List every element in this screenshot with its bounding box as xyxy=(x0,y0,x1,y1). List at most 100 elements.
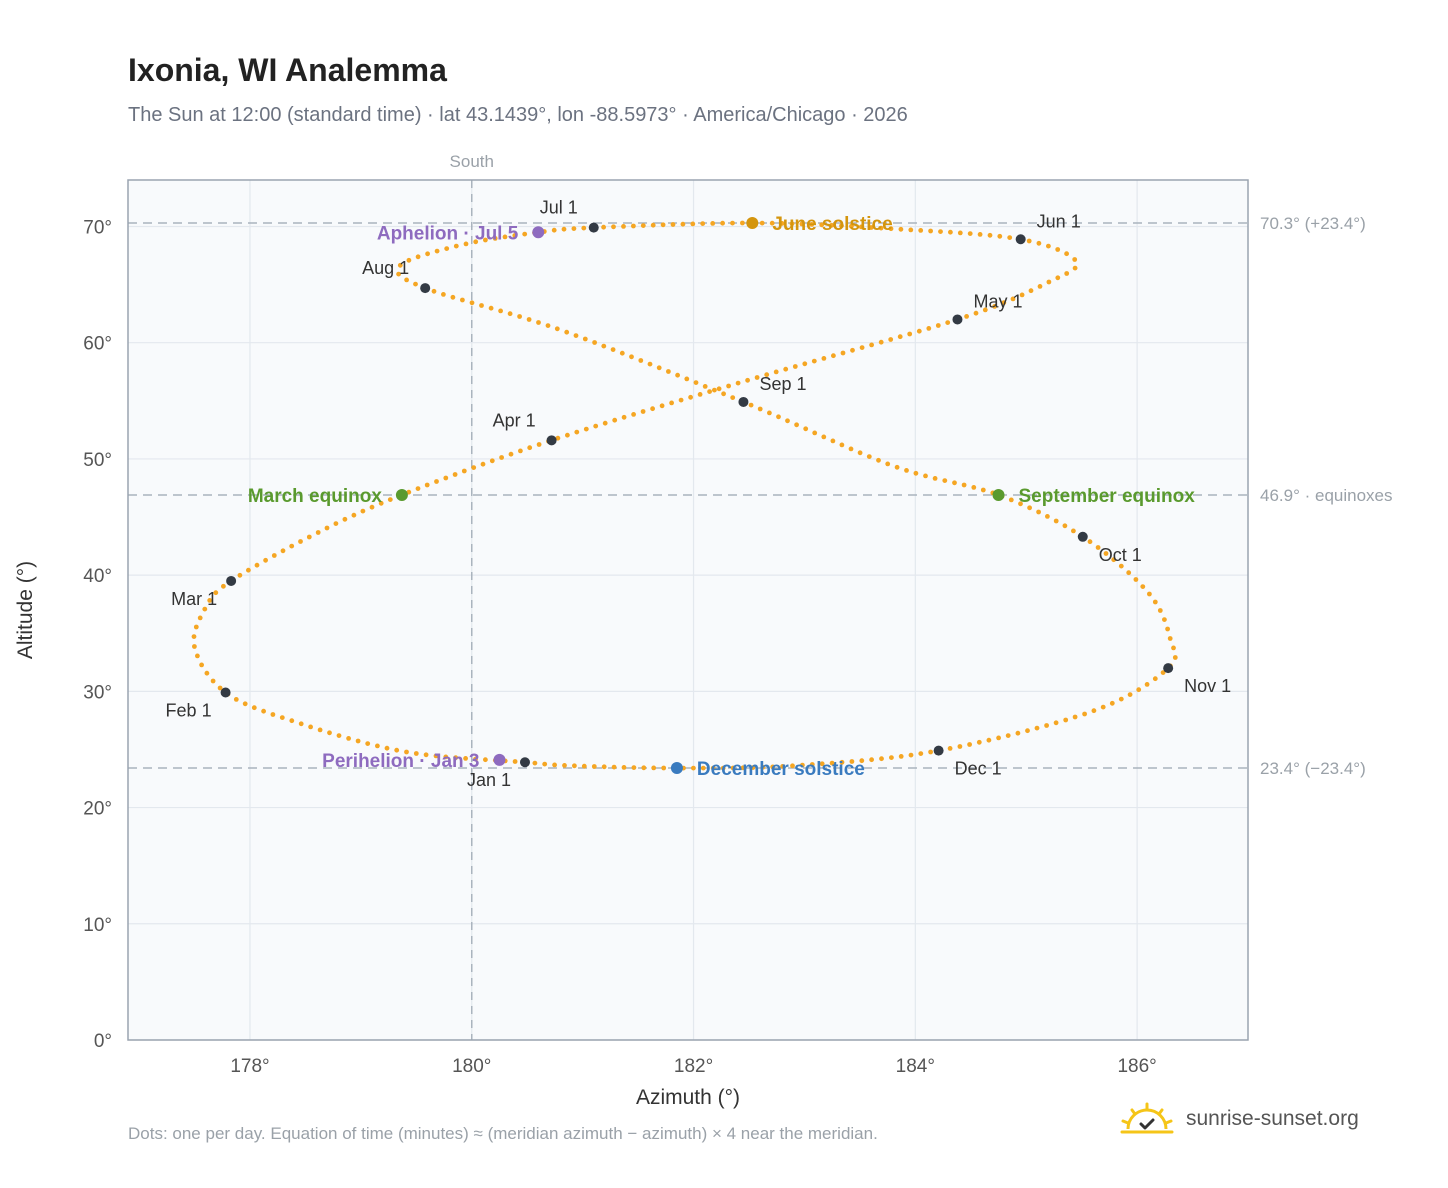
reference-line-label: 46.9° · equinoxes xyxy=(1260,486,1393,505)
analemma-day-dot xyxy=(740,220,745,226)
analemma-day-dot xyxy=(918,228,924,233)
analemma-day-dot xyxy=(518,448,523,454)
analemma-day-dot xyxy=(202,606,208,612)
analemma-day-dot xyxy=(191,634,197,639)
analemma-day-dot xyxy=(1062,523,1068,529)
analemma-day-dot xyxy=(298,539,303,544)
analemma-day-dot xyxy=(574,429,580,435)
analemma-day-dot xyxy=(908,227,914,233)
analemma-day-dot xyxy=(1005,733,1011,738)
analemma-day-dot xyxy=(1147,591,1152,597)
analemma-day-dot xyxy=(471,465,477,470)
analemma-day-dot xyxy=(885,461,891,467)
analemma-day-dot xyxy=(650,222,656,228)
analemma-day-dot xyxy=(693,380,699,385)
analemma-day-dot xyxy=(631,223,636,229)
analemma-day-dot xyxy=(591,764,597,769)
analemma-day-dot xyxy=(678,397,684,403)
analemma-day-dot xyxy=(463,241,469,247)
analemma-day-dot xyxy=(552,762,557,768)
analemma-day-dot xyxy=(526,317,532,322)
analemma-day-dot xyxy=(271,553,277,558)
analemma-day-dot xyxy=(441,292,446,297)
analemma-day-dot xyxy=(621,224,626,229)
analemma-day-dot xyxy=(573,333,579,338)
analemma-day-dot xyxy=(1160,670,1166,675)
analemma-day-dot xyxy=(1133,577,1139,582)
analemma-day-dot xyxy=(779,221,785,226)
analemma-day-dot xyxy=(794,422,799,428)
analemma-day-dot xyxy=(1046,243,1051,249)
analemma-day-dot xyxy=(365,741,371,746)
analemma-day-dot xyxy=(730,220,735,226)
analemma-day-dot xyxy=(789,221,795,227)
analemma-day-dot xyxy=(1095,545,1101,550)
analemma-day-dot xyxy=(1162,617,1167,622)
analemma-day-dot xyxy=(1140,584,1146,589)
analemma-day-dot xyxy=(378,500,384,506)
analemma-day-dot xyxy=(1019,292,1025,298)
analemma-day-dot xyxy=(483,237,488,243)
analemma-day-dot xyxy=(280,548,286,554)
analemma-day-dot xyxy=(977,232,983,237)
analemma-day-dot xyxy=(306,534,312,540)
analemma-day-dot xyxy=(413,751,419,756)
analemma-day-dot xyxy=(572,763,577,769)
month-marker xyxy=(1077,531,1088,542)
brand-link[interactable]: sunrise-sunset.org xyxy=(1120,1102,1359,1136)
analemma-day-dot xyxy=(1127,692,1133,697)
analemma-day-dot xyxy=(928,228,933,234)
analemma-day-dot xyxy=(878,339,884,345)
analemma-day-dot xyxy=(710,765,716,771)
analemma-day-dot xyxy=(992,304,997,309)
month-marker xyxy=(1163,663,1174,674)
analemma-day-dot xyxy=(948,229,953,235)
analemma-day-dot xyxy=(473,756,478,762)
analemma-day-dot xyxy=(821,434,827,440)
analemma-day-dot xyxy=(479,303,484,308)
analemma-day-dot xyxy=(697,392,703,397)
analemma-day-dot xyxy=(819,222,825,228)
analemma-day-dot xyxy=(251,705,257,711)
analemma-day-dot xyxy=(581,225,587,231)
analemma-day-dot xyxy=(964,314,969,319)
analemma-day-dot xyxy=(776,414,781,420)
analemma-day-dot xyxy=(413,281,418,287)
analemma-day-dot xyxy=(621,765,627,770)
analemma-day-dot xyxy=(1064,271,1070,276)
analemma-day-dot xyxy=(593,423,599,429)
analemma-day-dot xyxy=(904,468,909,473)
month-marker-label: May 1 xyxy=(973,291,1022,311)
analemma-day-dot xyxy=(406,257,412,263)
analemma-day-dot xyxy=(831,353,836,359)
y-tick-label: 0° xyxy=(94,1031,112,1052)
analemma-day-dot xyxy=(346,736,351,741)
analemma-day-dot xyxy=(809,222,815,227)
analemma-day-dot xyxy=(461,468,467,474)
analemma-day-dot xyxy=(611,764,617,770)
analemma-day-dot xyxy=(908,752,914,758)
analemma-day-dot xyxy=(324,525,330,531)
analemma-day-dot xyxy=(745,377,750,383)
analemma-day-dot xyxy=(1046,279,1052,285)
analemma-day-dot xyxy=(434,248,440,254)
analemma-day-dot xyxy=(1091,708,1097,714)
analemma-day-dot xyxy=(916,328,922,334)
analemma-day-dot xyxy=(1100,704,1106,710)
plot-area xyxy=(128,180,1248,1040)
analemma-day-dot xyxy=(888,226,894,232)
analemma-day-dot xyxy=(631,765,637,770)
month-marker xyxy=(546,435,557,446)
analemma-day-dot xyxy=(757,406,763,412)
analemma-day-dot xyxy=(629,354,634,360)
plot-border xyxy=(127,179,1249,1041)
month-marker xyxy=(952,314,963,325)
analemma-day-dot xyxy=(342,516,348,522)
analemma-day-dot xyxy=(1071,528,1076,534)
analemma-day-dot xyxy=(308,724,313,730)
analemma-day-dot xyxy=(561,226,567,232)
analemma-day-dot xyxy=(764,372,770,378)
analemma-day-dot xyxy=(889,755,894,760)
analemma-day-dot xyxy=(532,760,538,766)
